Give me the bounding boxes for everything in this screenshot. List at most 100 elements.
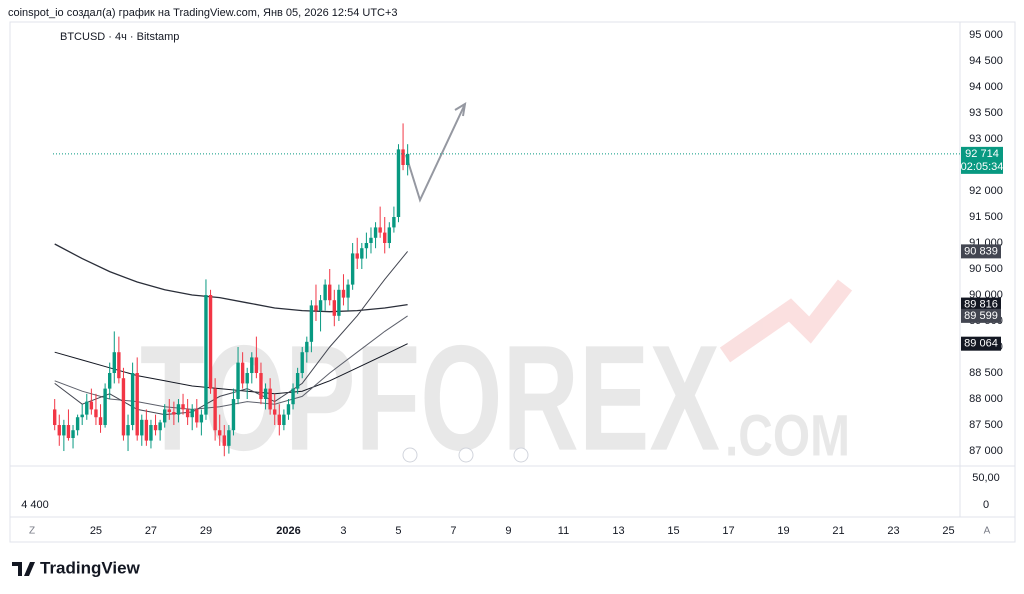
event-icon[interactable] xyxy=(513,447,529,463)
price-label-box xyxy=(961,308,1001,323)
x-tick-label: 25 xyxy=(942,525,954,537)
price-label: 90 839 xyxy=(964,245,998,257)
price-label-box xyxy=(961,336,1001,351)
candle-body xyxy=(332,300,337,316)
indicator-left-label: 4 400 xyxy=(21,499,49,511)
candle-body xyxy=(346,284,350,298)
y-tick-label: 93 000 xyxy=(969,133,1003,145)
candle-body xyxy=(286,404,291,415)
candle-body xyxy=(309,305,314,342)
candle-body xyxy=(291,388,295,405)
candles xyxy=(52,123,410,457)
candle-body xyxy=(167,409,171,413)
candle-body xyxy=(387,227,392,244)
candle-body xyxy=(199,414,204,423)
candle-body xyxy=(369,237,373,244)
candle-body xyxy=(314,305,318,311)
candle-body xyxy=(195,409,199,423)
candle-body xyxy=(176,404,181,415)
candle-body xyxy=(140,419,144,436)
pane-border xyxy=(9,21,1016,543)
candle-body xyxy=(360,248,364,259)
brand-name: TradingView xyxy=(40,558,141,577)
symbol-title: BTCUSD · 4ч · Bitstamp xyxy=(60,31,179,43)
price-label: 89 816 xyxy=(964,298,998,310)
y-tick-label: 94 000 xyxy=(969,81,1003,93)
candle-body xyxy=(218,430,222,436)
candle-body xyxy=(245,373,249,384)
candle-body xyxy=(66,425,71,439)
candle-body xyxy=(85,401,89,415)
candle-body xyxy=(130,373,135,426)
candle-body xyxy=(273,409,277,415)
candle-body xyxy=(383,232,387,244)
current-price-box xyxy=(961,146,1003,174)
y-tick-label: 88 000 xyxy=(969,393,1003,405)
x-tick-label: 9 xyxy=(505,525,511,537)
candle-body xyxy=(254,357,259,374)
event-icon[interactable] xyxy=(402,447,418,463)
candle-body xyxy=(337,289,341,316)
x-tick-label: 29 xyxy=(200,525,212,537)
candle-body xyxy=(231,399,236,431)
candle-body xyxy=(185,409,190,418)
y-tick-label: 90 500 xyxy=(969,263,1003,275)
candle-body xyxy=(181,404,185,410)
watermark-arrow xyxy=(719,279,853,363)
candle-body xyxy=(117,352,121,379)
watermark-text: TOPFOREX xyxy=(140,314,720,482)
price-label-box xyxy=(961,297,1001,312)
candle-body xyxy=(135,373,139,436)
candle-body xyxy=(263,388,268,400)
x-tick-label: 2026 xyxy=(276,525,300,537)
y-tick-label: 92 000 xyxy=(969,185,1003,197)
watermark-sub: .COM xyxy=(725,403,850,468)
candle-body xyxy=(236,362,240,400)
current-price-label: 92 714 xyxy=(965,148,999,160)
time-button[interactable]: A xyxy=(984,526,991,537)
candle-body xyxy=(126,425,130,436)
event-icon[interactable] xyxy=(458,447,474,463)
candle-body xyxy=(318,300,323,311)
y-tick-label: 88 500 xyxy=(969,367,1003,379)
x-tick-label: 13 xyxy=(612,525,624,537)
candle-body xyxy=(112,352,116,374)
candle-body xyxy=(144,419,149,441)
candle-body xyxy=(94,409,98,418)
x-tick-label: 21 xyxy=(832,525,844,537)
indicator-tick-label: 50,00 xyxy=(972,472,1000,484)
candle-body xyxy=(121,378,126,436)
candle-body xyxy=(405,153,410,165)
x-tick-label: 7 xyxy=(450,525,456,537)
arrow-head xyxy=(454,102,467,117)
candle-body xyxy=(204,295,208,415)
candle-body xyxy=(282,414,286,426)
candle-body xyxy=(364,243,369,249)
logo-icon xyxy=(12,562,35,576)
countdown: 02:05:34 xyxy=(961,161,1004,173)
x-tick-label: 27 xyxy=(145,525,157,537)
price-label: 89 599 xyxy=(964,310,998,322)
candle-body xyxy=(62,425,66,436)
y-tick-label: 95 000 xyxy=(969,29,1003,41)
candle-body xyxy=(350,253,355,285)
price-label: 89 064 xyxy=(964,338,998,350)
candle-body xyxy=(305,341,309,353)
price-label-box xyxy=(961,244,1001,259)
brand-logo: TradingView xyxy=(12,558,141,577)
projection-arrow xyxy=(405,103,466,203)
indicator-tick-label: 0 xyxy=(983,499,989,511)
candle-body xyxy=(213,388,217,431)
candle-body xyxy=(392,217,396,228)
candle-body xyxy=(341,289,346,298)
time-button[interactable]: Z xyxy=(29,526,35,537)
candle-body xyxy=(373,227,378,238)
candle-body xyxy=(153,425,158,431)
candle-body xyxy=(98,417,103,426)
y-tick-label: 87 000 xyxy=(969,445,1003,457)
x-tick-label: 5 xyxy=(395,525,401,537)
candle-body xyxy=(227,430,231,446)
candle-body xyxy=(268,388,272,410)
candle-body xyxy=(190,409,194,418)
